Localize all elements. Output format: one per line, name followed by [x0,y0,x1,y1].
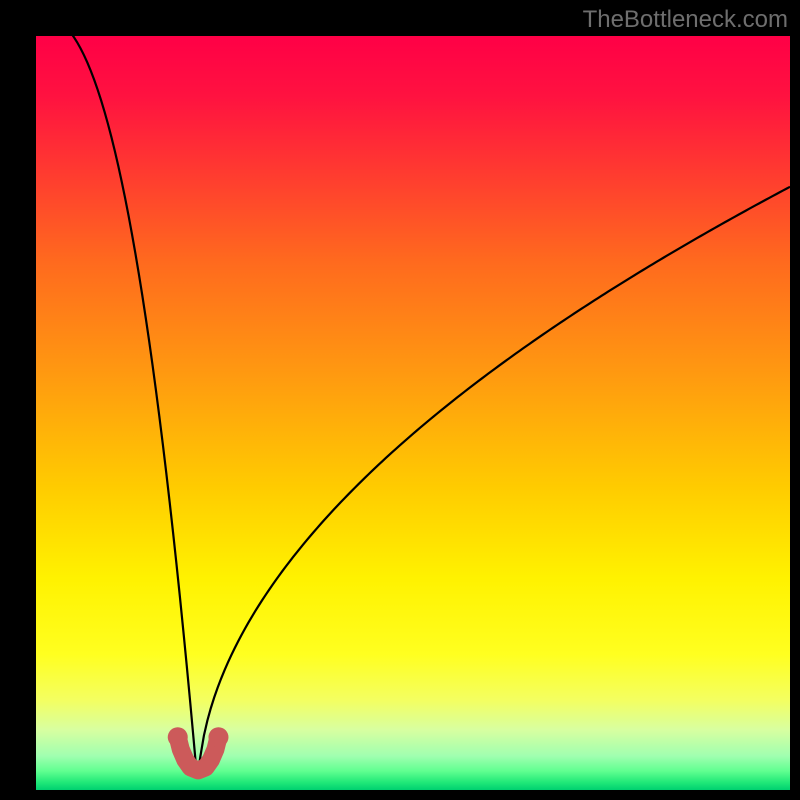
frame-right [790,0,800,800]
watermark-text: TheBottleneck.com [583,6,788,34]
dip-marker-end-left [168,727,188,747]
gradient-background [36,36,790,790]
chart-plot-area [36,36,790,790]
chart-svg [36,36,790,790]
dip-marker-end-right [208,727,228,747]
frame-bottom [0,790,800,800]
frame-left [0,0,36,800]
